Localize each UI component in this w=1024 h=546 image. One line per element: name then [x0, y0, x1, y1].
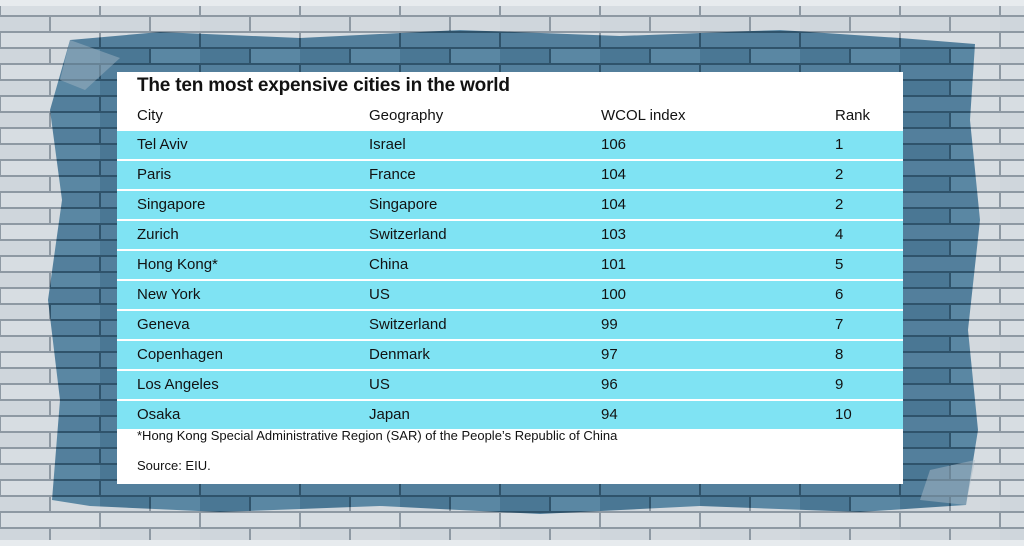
cell-city: Paris — [137, 166, 172, 183]
cell-city: Singapore — [137, 196, 206, 213]
table-title: The ten most expensive cities in the wor… — [137, 75, 510, 96]
cell-geography: Denmark — [369, 346, 430, 363]
header-wcol-index: WCOL index — [601, 107, 686, 124]
cell-rank: 10 — [835, 406, 852, 423]
cell-city: Osaka — [137, 406, 181, 423]
table-row: Copenhagen Denmark 97 8 — [117, 341, 903, 369]
cell-wcol-index: 104 — [601, 196, 627, 213]
source-note: Source: EIU. — [137, 458, 211, 473]
cell-wcol-index: 101 — [601, 256, 627, 273]
cell-city: Geneva — [137, 316, 190, 333]
cell-wcol-index: 103 — [601, 226, 627, 243]
table-row: Zurich Switzerland 103 4 — [117, 221, 903, 249]
cell-rank: 8 — [835, 346, 844, 363]
table-row: Geneva Switzerland 99 7 — [117, 311, 903, 339]
cell-geography: US — [369, 286, 390, 303]
cell-geography: China — [369, 256, 409, 273]
cell-city: Los Angeles — [137, 376, 219, 393]
header-rank: Rank — [835, 107, 871, 124]
cell-city: Zurich — [137, 226, 179, 243]
cell-city: Copenhagen — [137, 346, 223, 363]
cell-geography: Japan — [369, 406, 410, 423]
cell-city: New York — [137, 286, 201, 303]
header-geography: Geography — [369, 107, 444, 124]
cell-rank: 6 — [835, 286, 844, 303]
cell-rank: 5 — [835, 256, 844, 273]
cell-wcol-index: 106 — [601, 136, 627, 153]
table-row: Osaka Japan 94 10 — [117, 401, 903, 429]
cell-wcol-index: 94 — [601, 406, 618, 423]
cell-wcol-index: 97 — [601, 346, 618, 363]
cell-geography: Switzerland — [369, 226, 447, 243]
cell-rank: 2 — [835, 196, 844, 213]
table-row: Paris France 104 2 — [117, 161, 903, 189]
cell-geography: Singapore — [369, 196, 438, 213]
cell-wcol-index: 104 — [601, 166, 627, 183]
cell-geography: US — [369, 376, 390, 393]
cell-wcol-index: 100 — [601, 286, 627, 303]
cell-rank: 7 — [835, 316, 844, 333]
cell-wcol-index: 99 — [601, 316, 618, 333]
cell-geography: Israel — [369, 136, 406, 153]
cell-rank: 4 — [835, 226, 844, 243]
cell-geography: France — [369, 166, 416, 183]
table-row: New York US 100 6 — [117, 281, 903, 309]
footnote: *Hong Kong Special Administrative Region… — [137, 428, 618, 443]
cell-city: Tel Aviv — [137, 136, 188, 153]
cell-city: Hong Kong* — [137, 256, 218, 273]
header-city: City — [137, 107, 163, 124]
table-row: Hong Kong* China 101 5 — [117, 251, 903, 279]
table-row: Singapore Singapore 104 2 — [117, 191, 903, 219]
table-header-row: City Geography WCOL index Rank — [117, 102, 903, 130]
cell-rank: 2 — [835, 166, 844, 183]
cell-rank: 9 — [835, 376, 844, 393]
cell-wcol-index: 96 — [601, 376, 618, 393]
cell-rank: 1 — [835, 136, 844, 153]
cell-geography: Switzerland — [369, 316, 447, 333]
table-row: Tel Aviv Israel 106 1 — [117, 131, 903, 159]
table-card: The ten most expensive cities in the wor… — [117, 72, 903, 484]
table-row: Los Angeles US 96 9 — [117, 371, 903, 399]
